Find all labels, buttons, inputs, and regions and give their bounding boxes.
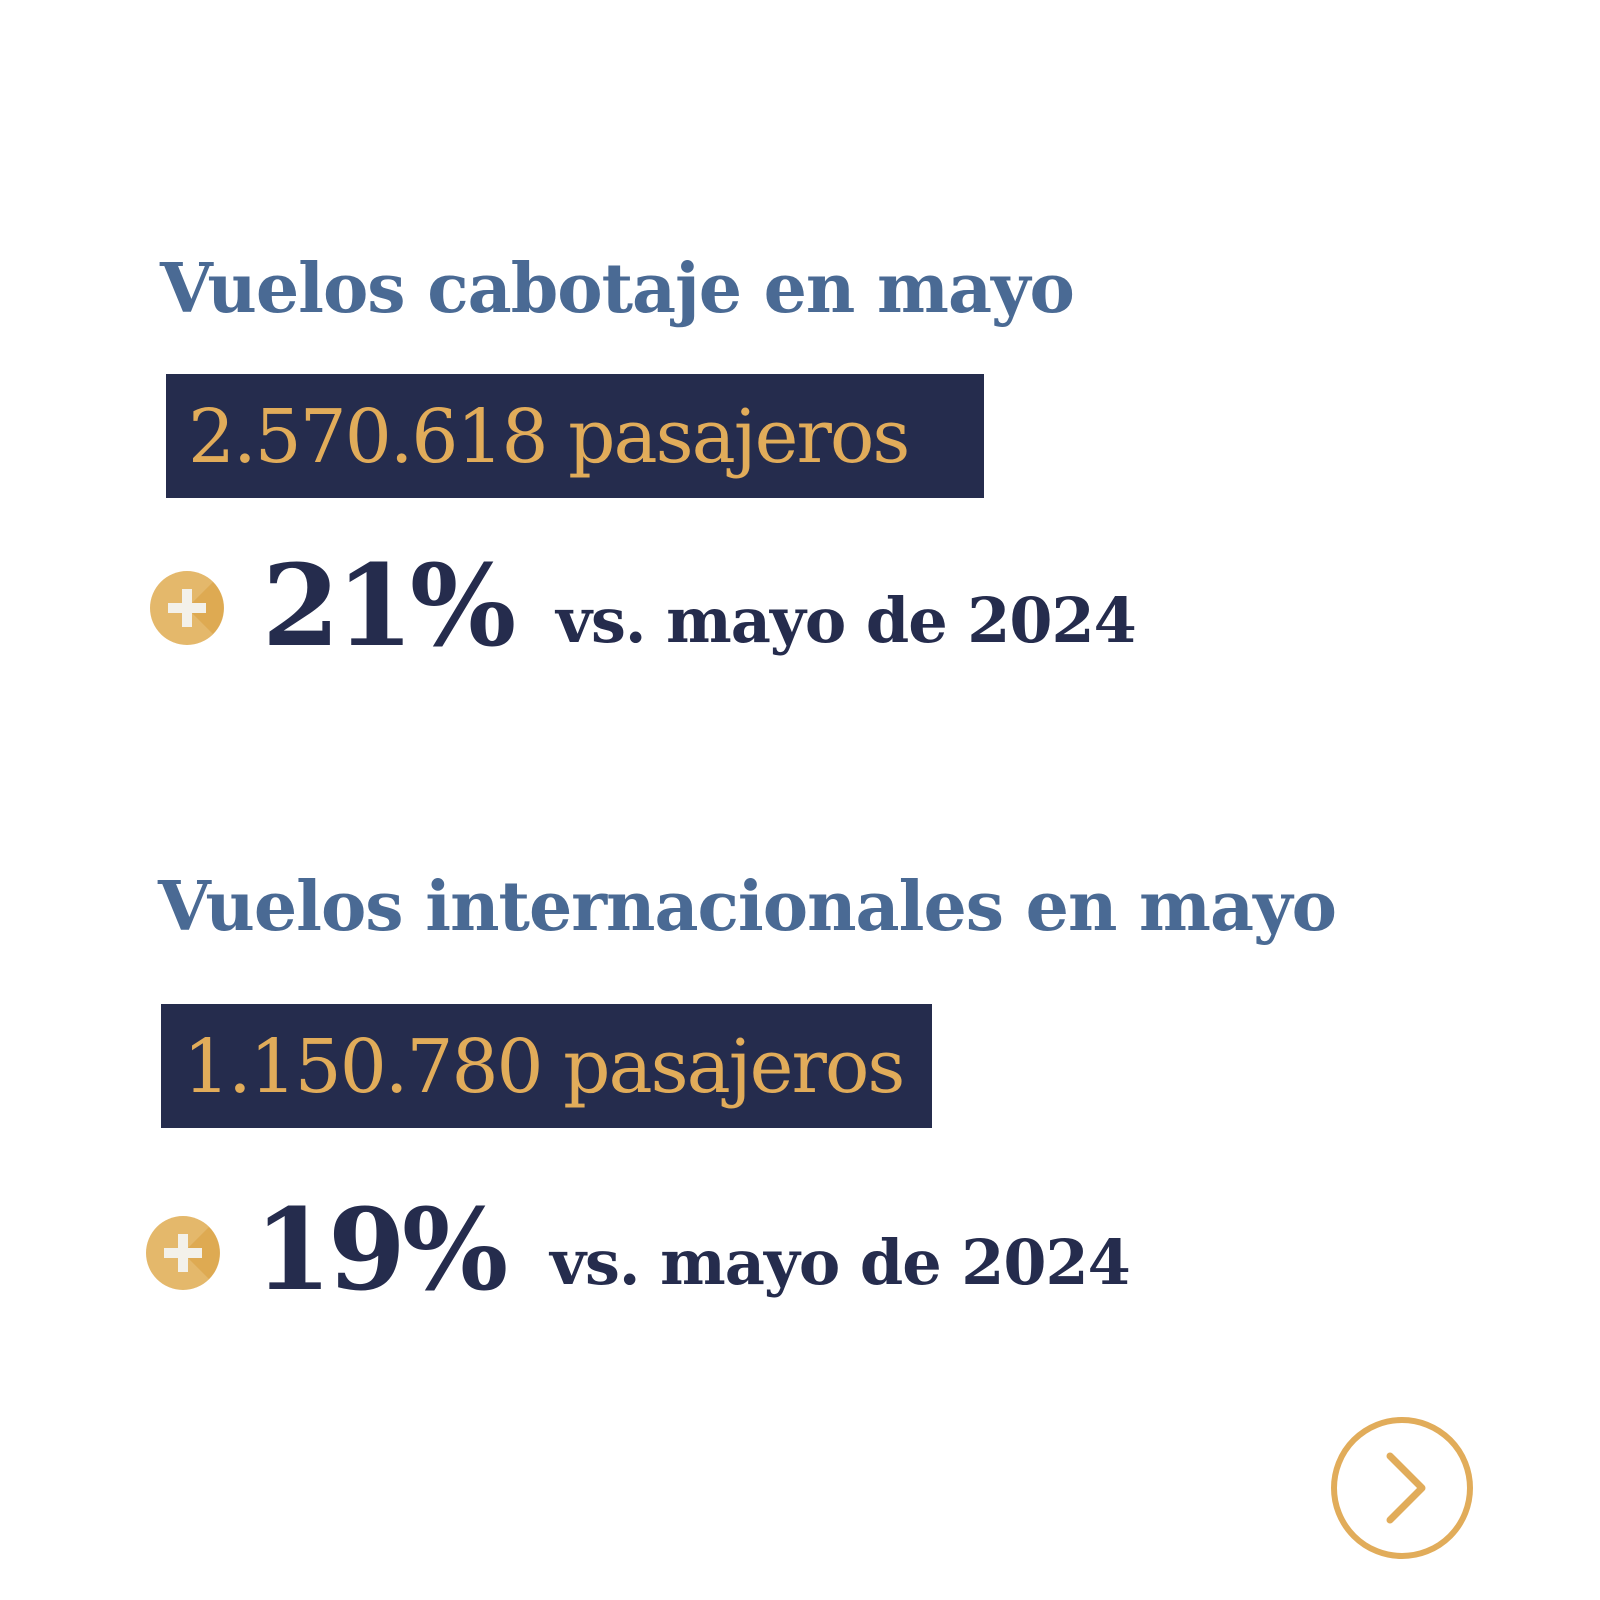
international-change-percent: 19% — [254, 1185, 508, 1316]
next-button[interactable] — [1330, 1416, 1474, 1560]
domestic-passengers-value: 2.570.618 pasajeros — [188, 394, 910, 480]
international-flights-title: Vuelos internacionales en mayo — [158, 867, 1337, 947]
domestic-flights-title: Vuelos cabotaje en mayo — [160, 249, 1075, 329]
domestic-passengers-box: 2.570.618 pasajeros — [166, 374, 984, 498]
international-passengers-value: 1.150.780 pasajeros — [183, 1024, 905, 1110]
chevron-right-circle-icon — [1331, 1417, 1473, 1559]
domestic-change-percent: 21% — [262, 541, 516, 672]
international-passengers-box: 1.150.780 pasajeros — [161, 1004, 932, 1128]
domestic-comparison-label: vs. mayo de 2024 — [556, 584, 1137, 657]
international-comparison-label: vs. mayo de 2024 — [550, 1226, 1131, 1299]
plus-circle-icon — [150, 571, 224, 645]
plus-circle-icon — [146, 1216, 220, 1290]
